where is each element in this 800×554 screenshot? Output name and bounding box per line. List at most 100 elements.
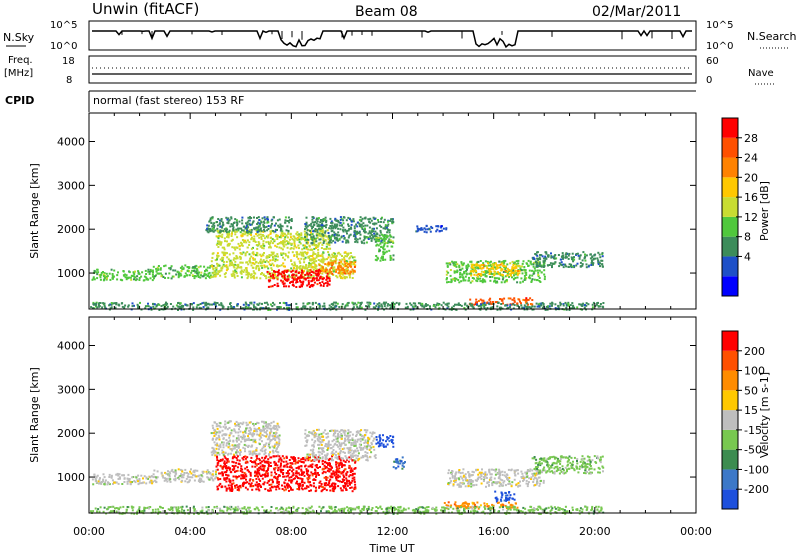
power-colorbar-swatch: [722, 216, 738, 237]
power-region-13: [531, 251, 604, 269]
power-ylabel: Slant Range [km]: [28, 163, 41, 259]
velocity-colorbar-tick-label: 200: [744, 345, 765, 358]
power-region-1: [152, 264, 218, 280]
cpid-label: CPID: [5, 94, 34, 107]
nsky-line: [92, 29, 692, 49]
velocity-region-1: [152, 468, 218, 484]
velocity-colorbar-tick-label: -200: [744, 483, 769, 496]
power-colorbar-frame: [721, 117, 739, 297]
power-colorbar-tick-label: 28: [744, 132, 758, 145]
velocity-xtick-label: 00:00: [680, 525, 712, 538]
freq-unit: [MHz]: [4, 68, 33, 79]
velocity-panel: 1000 2000 3000 4000 00:00 04:00 08:00 12:00 16:0…: [57, 316, 712, 538]
velocity-ylabel: Slant Range [km]: [28, 367, 41, 463]
power-colorbar-swatch: [722, 276, 738, 296]
count-right-tick-top: 10^5: [706, 20, 733, 31]
nsky-trace: [92, 29, 692, 49]
freq-label: Freq.: [8, 55, 33, 66]
freq-panel-frame: [88, 55, 697, 84]
velocity-xtick-label: 08:00: [275, 525, 307, 538]
power-region-8: [374, 233, 395, 262]
velocity-colorbar-frame: [721, 330, 739, 510]
velocity-colorbar-swatch: [722, 469, 738, 490]
nave-tick-top: 60: [706, 56, 719, 67]
velocity-region-8: [494, 490, 516, 503]
power-ytick-label: 2000: [57, 223, 85, 236]
velocity-region-0: [91, 472, 154, 486]
power-colorbar-tick-label: 24: [744, 152, 758, 165]
velocity-colorbar-tick-label: 100: [744, 365, 765, 378]
velocity-colorbar-swatch: [722, 410, 738, 430]
power-colorbar-label: Power [dB]: [758, 181, 771, 241]
nsky-label: N.Sky: [3, 31, 35, 44]
freq-tick-top: 18: [62, 56, 75, 67]
velocity-colorbar-swatch: [722, 429, 738, 450]
velocity-xtick-label: 04:00: [174, 525, 206, 538]
count-left-tick-bottom: 10^0: [50, 41, 77, 52]
velocity-xtick-label: 20:00: [579, 525, 611, 538]
power-region-3: [215, 229, 332, 251]
power-colorbar-swatch: [722, 157, 738, 178]
velocity-colorbar-tick-label: 15: [744, 404, 758, 417]
station-title: Unwin (fitACF): [92, 0, 199, 18]
velocity-ytick-label: 4000: [57, 340, 85, 353]
velocity-region-11: [90, 505, 605, 515]
velocity-xtick-label: 12:00: [377, 525, 409, 538]
power-colorbar-swatch: [722, 118, 738, 138]
power-region-4: [205, 216, 293, 234]
power-region-10: [445, 259, 546, 284]
power-ytick-label: 3000: [57, 179, 85, 192]
velocity-region-3: [215, 455, 357, 493]
power-colorbar: 28 24 20 16 12 8 4: [721, 117, 758, 297]
power-panel: 1000 2000 3000 4000: [57, 112, 697, 311]
velocity-colorbar-label: Velocity [m s-1]: [758, 372, 771, 458]
power-frame: [88, 112, 697, 310]
power-colorbar-swatch: [722, 177, 738, 198]
power-colorbar-tick-label: 8: [744, 231, 751, 244]
nave-label: Nave: [748, 68, 774, 79]
velocity-colorbar-swatch: [722, 390, 738, 411]
power-colorbar-tick-label: 12: [744, 211, 758, 224]
velocity-region-10: [531, 455, 605, 475]
velocity-ytick-label: 1000: [57, 471, 85, 484]
freq-tick-bottom: 8: [66, 75, 72, 86]
velocity-colorbar-swatch: [722, 449, 738, 470]
velocity-region-2: [210, 420, 281, 457]
velocity-colorbar-swatch: [722, 350, 738, 371]
velocity-colorbar-swatch: [722, 489, 738, 509]
power-region-2: [210, 251, 357, 280]
velocity-colorbar-tick-label: -100: [744, 463, 769, 476]
velocity-ytick-label: 3000: [57, 383, 85, 396]
power-colorbar-tick-label: 4: [744, 250, 751, 263]
date-title: 02/Mar/2011: [592, 4, 681, 20]
velocity-colorbar: 200 100 50 15 -15 -50 -100 -200: [721, 330, 769, 510]
power-region-0: [91, 268, 154, 282]
velocity-xtick-label: 00:00: [73, 525, 105, 538]
velocity-xtick-label: 16:00: [478, 525, 510, 538]
velocity-colorbar-swatch: [722, 331, 738, 351]
count-panel-frame: [88, 20, 697, 51]
velocity-ytick-label: 2000: [57, 427, 85, 440]
count-left-tick-top: 10^5: [50, 20, 77, 31]
power-region-6: [318, 260, 357, 275]
velocity-colorbar-swatch: [722, 370, 738, 391]
power-region-11: [469, 262, 521, 277]
velocity-region-6: [392, 456, 406, 470]
beam-title: Beam 08: [355, 4, 418, 20]
velocity-region-7: [447, 468, 546, 488]
power-colorbar-swatch: [722, 256, 738, 277]
nave-tick-bottom: 0: [706, 75, 712, 86]
power-ytick-label: 4000: [57, 136, 85, 149]
cpid-text: normal (fast stereo) 153 RF: [93, 94, 244, 107]
velocity-colorbar-tick-label: 50: [744, 384, 758, 397]
power-colorbar-swatch: [722, 236, 738, 257]
power-region-14: [90, 301, 605, 311]
power-colorbar-swatch: [722, 137, 738, 158]
power-colorbar-tick-label: 20: [744, 171, 758, 184]
velocity-colorbar-tick-label: -15: [744, 424, 762, 437]
count-right-tick-bottom: 10^0: [706, 41, 733, 52]
x-axis-label: Time UT: [368, 542, 414, 554]
power-region-5: [266, 268, 331, 288]
nsearch-label: N.Search: [747, 30, 797, 43]
